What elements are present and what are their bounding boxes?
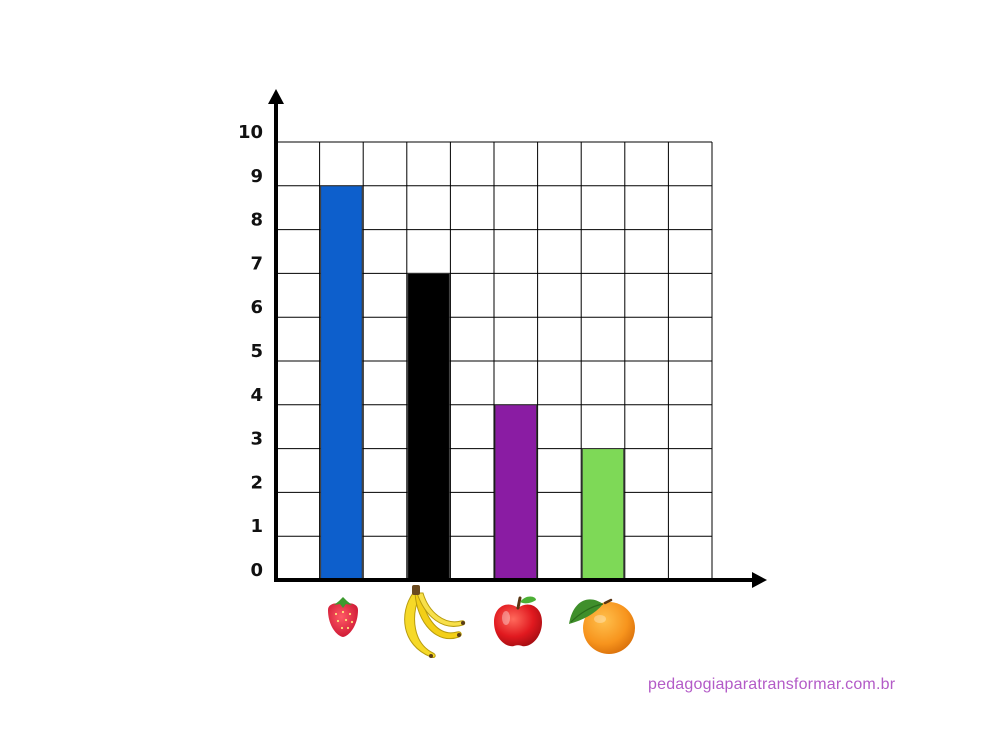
axes xyxy=(268,89,767,588)
y-tick-label: 5 xyxy=(250,341,263,362)
y-tick-label: 7 xyxy=(250,253,263,274)
y-tick-label: 0 xyxy=(250,560,263,581)
x-axis-arrow xyxy=(752,572,767,588)
bar-apple xyxy=(494,404,538,581)
y-axis-arrow xyxy=(268,89,284,104)
bars xyxy=(320,185,625,581)
y-tick-label: 1 xyxy=(250,516,263,537)
y-tick-label: 4 xyxy=(250,385,263,406)
y-tick-label: 10 xyxy=(238,122,263,143)
y-tick-labels: 0 1 2 3 4 5 6 7 8 9 10 xyxy=(238,122,263,581)
website-watermark: pedagogiaparatransformar.com.br xyxy=(648,676,896,693)
y-tick-label: 9 xyxy=(250,166,263,187)
bar-strawberry xyxy=(320,185,363,581)
y-tick-label: 3 xyxy=(250,429,263,450)
bar-banana xyxy=(407,272,450,581)
apple-icon xyxy=(494,596,542,647)
banana-icon xyxy=(404,585,466,658)
category-icons xyxy=(328,585,635,658)
strawberry-icon xyxy=(328,597,358,637)
bar-orange xyxy=(581,448,625,581)
y-tick-label: 8 xyxy=(250,210,263,231)
orange-icon xyxy=(569,598,635,654)
y-tick-label: 6 xyxy=(250,297,263,318)
y-tick-label: 2 xyxy=(250,472,263,493)
